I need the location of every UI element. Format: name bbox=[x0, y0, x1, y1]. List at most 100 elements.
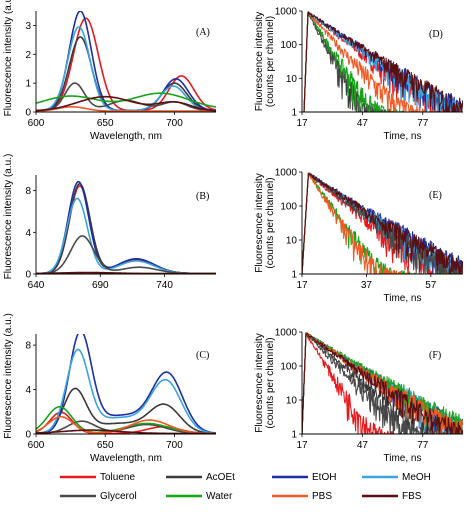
series-line-fbs bbox=[36, 429, 216, 434]
series-line-meoh bbox=[303, 11, 463, 112]
y-axis-label: Fluorescence intensity (a.u.) bbox=[3, 0, 14, 116]
legend-label: MeOH bbox=[402, 472, 431, 483]
series-line-pbs bbox=[36, 106, 216, 112]
series-line-fbs bbox=[302, 332, 463, 434]
series-line-water bbox=[302, 332, 463, 434]
y-axis-label: Fluorescence intensity(counts per channe… bbox=[254, 333, 276, 433]
x-axis-label: Time, ns bbox=[384, 131, 422, 142]
x-tick-label: 77 bbox=[417, 118, 429, 129]
series-group bbox=[36, 11, 216, 112]
x-tick-label: 600 bbox=[28, 118, 45, 129]
y-tick-label: 100 bbox=[280, 40, 297, 51]
legend-item-pbs: PBS bbox=[272, 491, 332, 502]
x-tick-label: 600 bbox=[28, 440, 45, 451]
y-tick-label: 0 bbox=[25, 108, 31, 119]
legend-item-water: Water bbox=[166, 491, 233, 502]
y-tick-label: 1000 bbox=[275, 328, 298, 339]
legend-label: Toluene bbox=[100, 472, 135, 483]
y-tick-label: 8 bbox=[25, 341, 31, 352]
series-group bbox=[302, 172, 463, 274]
x-axis-label: Time, ns bbox=[384, 453, 422, 464]
legend-item-fbs: FBS bbox=[362, 491, 422, 502]
panel-c: 0 4 8 600 650 700 Wavelength, nm Fluorescence i… bbox=[3, 313, 216, 464]
legend-label: FBS bbox=[402, 491, 422, 502]
y-axis-label: Fluorescence intensity(counts per channe… bbox=[254, 12, 276, 112]
y-tick-label: 0 bbox=[25, 430, 31, 441]
series-line-acoet bbox=[36, 387, 216, 434]
y-tick-label: 4 bbox=[25, 385, 31, 396]
x-tick-label: 37 bbox=[361, 280, 373, 291]
panel-a: 0 1 2 3 600 650 700 Wavelength, nm Fluorescence … bbox=[3, 0, 216, 142]
legend-label: EtOH bbox=[312, 472, 336, 483]
series-line-glycerol bbox=[303, 11, 463, 112]
y-axis-label: Fluorescence intensity (a.u.) bbox=[3, 313, 14, 439]
y-tick-label: 4 bbox=[25, 228, 31, 239]
series-line-acoet bbox=[302, 332, 463, 434]
panel-label: (E) bbox=[429, 190, 442, 201]
y-tick-label: 3 bbox=[25, 21, 31, 32]
series-line-pbs bbox=[36, 416, 216, 434]
legend-item-meoh: MeOH bbox=[362, 472, 431, 483]
panel-label: (D) bbox=[429, 29, 443, 40]
x-tick-label: 650 bbox=[97, 440, 114, 451]
series-line-etoh bbox=[36, 181, 216, 274]
series-line-fbs bbox=[302, 173, 463, 274]
series-line-water bbox=[303, 11, 463, 112]
x-tick-label: 47 bbox=[357, 118, 369, 129]
series-line-pbs bbox=[303, 11, 463, 112]
panel-b: 0 4 8 640 690 740 Fluorescence intensity (a.u.… bbox=[3, 154, 216, 291]
series-line-glycerol bbox=[36, 420, 216, 434]
x-tick-label: 690 bbox=[92, 280, 109, 291]
legend-label: PBS bbox=[312, 491, 332, 502]
panel-label: (C) bbox=[196, 350, 209, 361]
y-tick-label: 1000 bbox=[275, 168, 298, 179]
panel-label: (F) bbox=[429, 350, 441, 361]
y-tick-label: 100 bbox=[280, 202, 297, 213]
panel-d: 1 10 100 1000 17 47 77 Time, ns Fluorescence int… bbox=[254, 7, 463, 142]
x-tick-label: 640 bbox=[28, 280, 45, 291]
y-tick-label: 10 bbox=[286, 74, 298, 85]
y-tick-label: 10 bbox=[286, 396, 298, 407]
y-tick-label: 0 bbox=[25, 270, 31, 281]
series-line-meoh bbox=[36, 197, 216, 274]
x-tick-label: 17 bbox=[296, 440, 308, 451]
series-line-fbs bbox=[303, 11, 463, 112]
legend-label: Glycerol bbox=[100, 491, 137, 502]
legend-item-etoh: EtOH bbox=[272, 472, 336, 483]
panel-f: 1 10 100 1000 17 47 77 Time, ns Fluorescence int… bbox=[254, 328, 463, 464]
x-axis-label: Wavelength, nm bbox=[90, 131, 162, 142]
y-tick-label: 1000 bbox=[275, 7, 298, 18]
y-tick-label: 100 bbox=[280, 362, 297, 373]
series-group bbox=[303, 11, 463, 112]
y-tick-label: 1 bbox=[25, 79, 31, 90]
y-tick-label: 10 bbox=[286, 236, 298, 247]
legend-item-acoet: AcOEt bbox=[166, 472, 235, 483]
x-tick-label: 700 bbox=[166, 440, 183, 451]
series-line-acoet bbox=[303, 11, 463, 112]
x-tick-label: 17 bbox=[296, 118, 308, 129]
legend-item-toluene: Toluene bbox=[60, 472, 135, 483]
series-group bbox=[302, 332, 463, 434]
series-line-glycerol bbox=[302, 333, 463, 434]
legend: Toluene AcOEt EtOH MeOH Glycerol Water PBS FBS bbox=[60, 472, 431, 502]
x-tick-label: 47 bbox=[357, 440, 369, 451]
panel-label: (A) bbox=[196, 27, 210, 38]
series-line-acoet bbox=[36, 183, 216, 274]
legend-label: AcOEt bbox=[206, 472, 235, 483]
y-tick-label: 1 bbox=[291, 108, 297, 119]
panel-label: (B) bbox=[196, 191, 209, 202]
series-line-meoh bbox=[36, 348, 216, 434]
x-axis-label: Time, ns bbox=[384, 293, 422, 304]
legend-label: Water bbox=[206, 491, 233, 502]
y-tick-label: 8 bbox=[25, 186, 31, 197]
x-tick-label: 650 bbox=[97, 118, 114, 129]
series-line-fbs bbox=[36, 95, 216, 112]
y-tick-label: 1 bbox=[291, 430, 297, 441]
y-tick-label: 2 bbox=[25, 50, 31, 61]
y-axis-label: Fluorescence intensity(counts per channe… bbox=[254, 173, 276, 273]
x-tick-label: 740 bbox=[156, 280, 173, 291]
legend-item-glycerol: Glycerol bbox=[60, 491, 137, 502]
x-tick-label: 57 bbox=[425, 280, 437, 291]
